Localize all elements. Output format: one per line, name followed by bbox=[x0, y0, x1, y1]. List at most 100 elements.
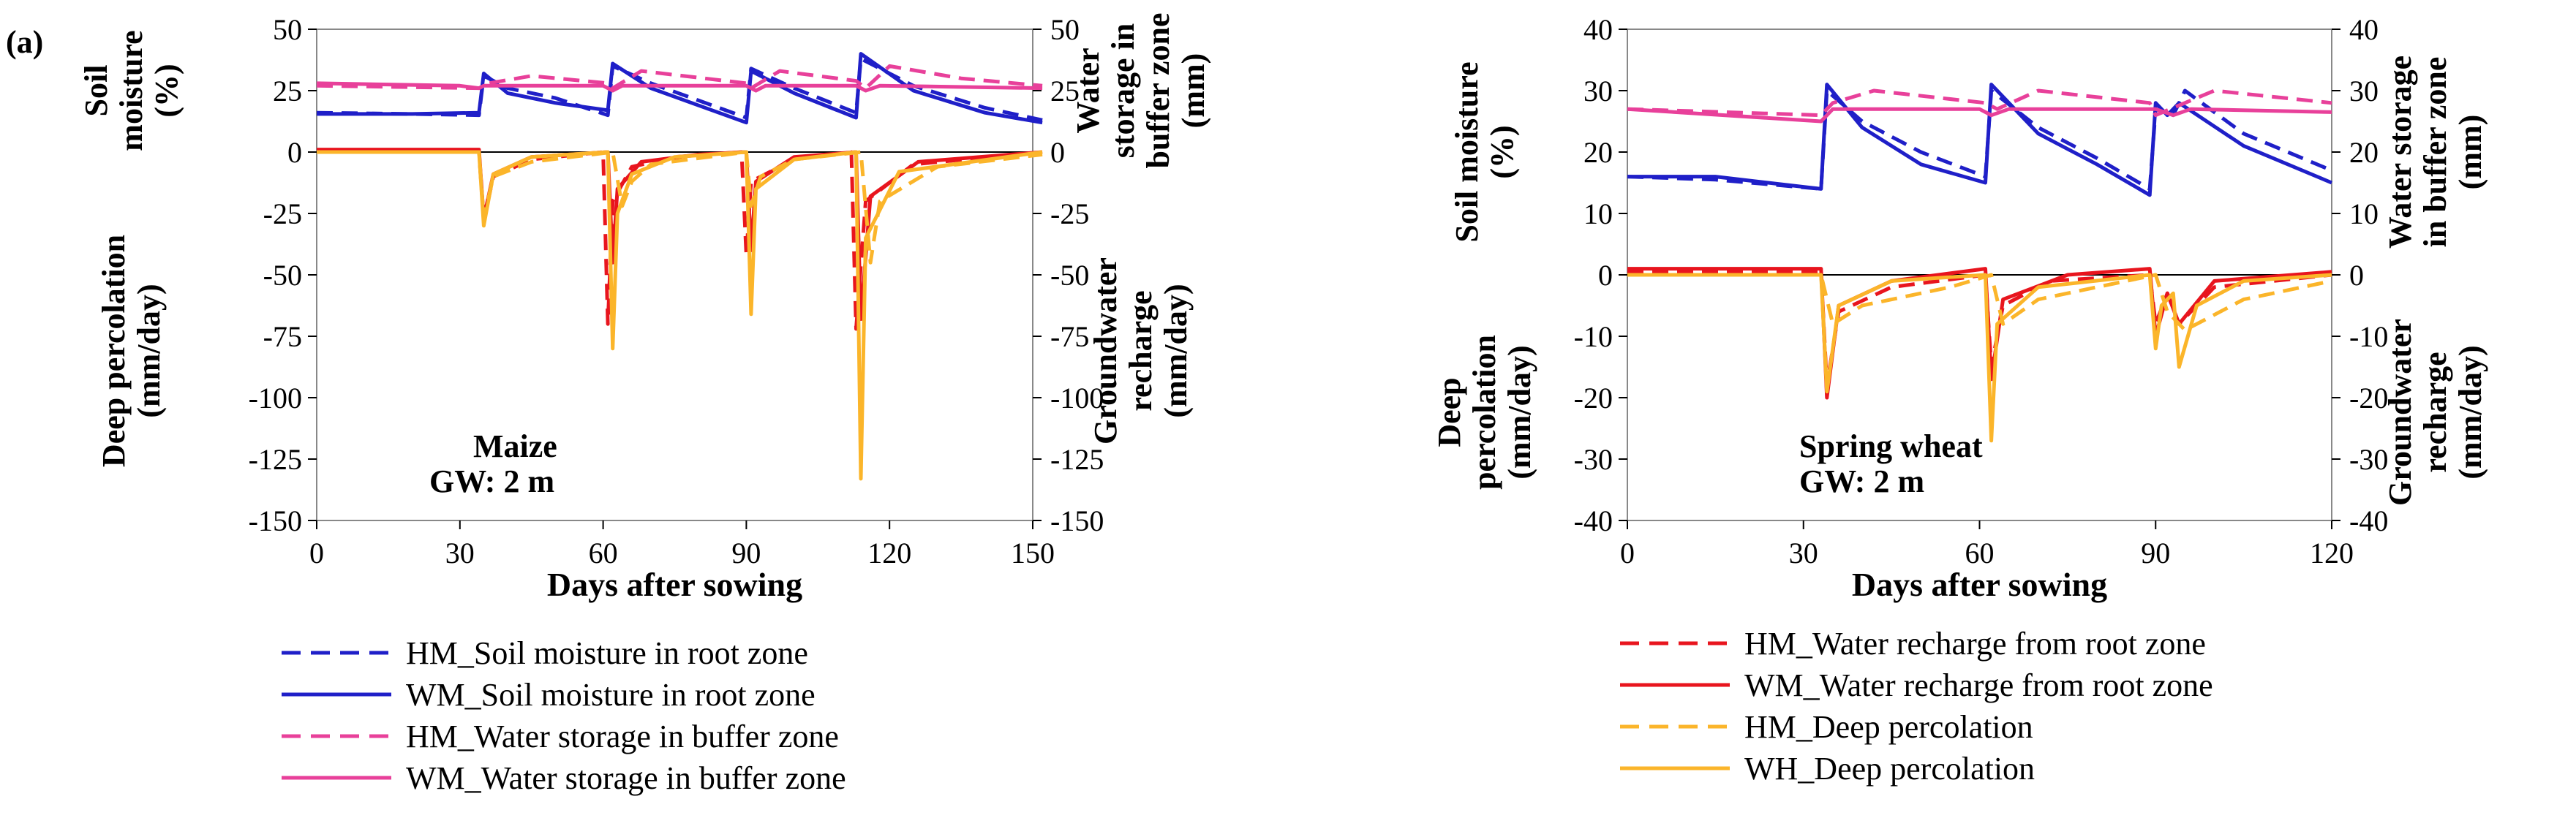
y-axis-label-left-top-line-2: (%) bbox=[148, 64, 184, 117]
y-tick-right-label: 20 bbox=[2349, 136, 2379, 169]
y-axis-label-right-top-line-2: buffer zone bbox=[1140, 12, 1176, 168]
legend-label-2: HM_Deep percolation bbox=[1744, 709, 2033, 745]
y-tick-left-label: 0 bbox=[1598, 259, 1613, 292]
y-axis-label-left-top-line-1: moisture bbox=[113, 30, 149, 151]
y-axis-label-left-top-line-0: Soil moisture bbox=[1449, 61, 1485, 242]
x-tick-label: 0 bbox=[309, 537, 324, 569]
y-axis-label-right-top-line-1: storage in bbox=[1105, 23, 1141, 159]
legend-label-0: HM_Water recharge from root zone bbox=[1744, 626, 2206, 662]
y-tick-right-label: -40 bbox=[2349, 504, 2388, 537]
series-line-wm-water-storage-in-buffer-zone bbox=[316, 81, 1043, 93]
plot-annotation-1: GW: 2 m bbox=[429, 463, 554, 499]
legend-label-3: WM_Water storage in buffer zone bbox=[406, 760, 846, 796]
y-tick-right-label: 30 bbox=[2349, 75, 2379, 107]
x-axis-label: Days after sowing bbox=[1852, 566, 2107, 603]
y-axis-label-right-bottom-line-1: recharge bbox=[2417, 352, 2453, 472]
y-tick-right-label: 25 bbox=[1050, 75, 1080, 107]
y-tick-left-label: -25 bbox=[263, 197, 302, 230]
y-tick-right-label: -25 bbox=[1050, 197, 1089, 230]
x-tick-label: 90 bbox=[731, 537, 761, 569]
y-tick-right-label: -125 bbox=[1050, 443, 1104, 476]
y-axis-label-left-top-line-1: (%) bbox=[1484, 125, 1520, 178]
legend-label-1: WM_Water recharge from root zone bbox=[1744, 667, 2213, 703]
legend-label-3: WH_Deep percolation bbox=[1744, 751, 2035, 787]
x-tick-label: 120 bbox=[2310, 537, 2354, 569]
y-axis-label-right-top-line-0: Water storage bbox=[2382, 56, 2418, 249]
y-axis-label-right-top: Water storage in buffer zone (mm) bbox=[2382, 56, 2488, 249]
y-tick-right-label: 40 bbox=[2349, 13, 2379, 46]
series-line-hm-water-storage-in-buffer-zone bbox=[1627, 88, 2332, 118]
x-tick-label: 150 bbox=[1011, 537, 1055, 569]
x-tick-label: 60 bbox=[589, 537, 618, 569]
series-line-hm-soil-moisture-in-root-zone bbox=[316, 56, 1043, 122]
y-tick-left-label: 40 bbox=[1583, 13, 1613, 46]
series-line-hm-water-storage-in-buffer-zone bbox=[316, 64, 1043, 91]
y-tick-right-label: -100 bbox=[1050, 382, 1104, 414]
y-axis-label-left-top: Soil moisture (%) bbox=[78, 30, 184, 151]
y-tick-left-label: -20 bbox=[1574, 382, 1613, 414]
y-axis-label-right-top-line-2: (mm) bbox=[2452, 115, 2488, 190]
x-tick-label: 60 bbox=[1965, 537, 1995, 569]
y-tick-right-label: -150 bbox=[1050, 504, 1104, 537]
y-axis-label-right-bottom-line-1: recharge bbox=[1123, 290, 1159, 411]
y-tick-right-label: 50 bbox=[1050, 13, 1080, 46]
y-tick-left-label: 0 bbox=[287, 136, 302, 169]
legend-label-1: WM_Soil moisture in root zone bbox=[406, 677, 816, 713]
panel-label: (a) bbox=[6, 24, 43, 60]
y-tick-right-label: -75 bbox=[1050, 320, 1089, 353]
y-axis-label-left-bottom-line-0: Deep bbox=[1431, 377, 1467, 447]
y-tick-left-label: 20 bbox=[1583, 136, 1613, 169]
y-axis-label-right-top-line-3: (mm) bbox=[1175, 53, 1211, 129]
y-axis-label-right-top: Water storage in buffer zone (mm) bbox=[1070, 12, 1211, 168]
y-tick-left-label: 30 bbox=[1583, 75, 1613, 107]
y-axis-label-right-bottom-line-0: Groundwater bbox=[1088, 257, 1123, 444]
y-axis-label-right-top-line-1: in buffer zone bbox=[2417, 57, 2453, 248]
y-tick-right-label: -10 bbox=[2349, 320, 2388, 353]
y-tick-right-label: 0 bbox=[1050, 136, 1065, 169]
y-tick-left-label: -75 bbox=[263, 320, 302, 353]
y-tick-right-label: -50 bbox=[1050, 259, 1089, 292]
series-line-hm-water-recharge-from-root-zone bbox=[317, 150, 1043, 331]
y-tick-left-label: -125 bbox=[249, 443, 302, 476]
y-tick-right-label: 0 bbox=[2349, 259, 2364, 292]
series-line-wm-water-storage-in-buffer-zone bbox=[1627, 107, 2332, 124]
y-tick-left-label: -150 bbox=[249, 504, 302, 537]
y-tick-left-label: -40 bbox=[1574, 504, 1613, 537]
y-tick-left-label: 25 bbox=[273, 75, 302, 107]
x-tick-label: 0 bbox=[1620, 537, 1635, 569]
legend-label-0: HM_Soil moisture in root zone bbox=[406, 635, 808, 671]
x-tick-label: 90 bbox=[2141, 537, 2170, 569]
x-axis-label: Days after sowing bbox=[547, 566, 802, 603]
y-axis-label-right-bottom-line-2: (mm/day) bbox=[1158, 284, 1194, 417]
series-line-wm-water-recharge-from-root-zone bbox=[317, 148, 1043, 321]
series-line-hm-deep-percolation bbox=[1627, 273, 2332, 333]
y-axis-label-left-bottom-line-2: (mm/day) bbox=[1502, 345, 1537, 479]
series-line-wh-deep-percolation bbox=[317, 150, 1043, 481]
plot-area-frame bbox=[316, 29, 1033, 521]
y-axis-label-right-top-line-0: Water bbox=[1070, 48, 1106, 133]
y-tick-right-label: -30 bbox=[2349, 443, 2388, 476]
series-line-hm-soil-moisture-in-root-zone bbox=[1627, 88, 2332, 191]
y-axis-label-right-bottom: Groundwater recharge (mm/day) bbox=[2382, 319, 2488, 506]
y-tick-left-label: 50 bbox=[273, 13, 302, 46]
y-tick-left-label: -50 bbox=[263, 259, 302, 292]
y-axis-label-right-bottom: Groundwater recharge (mm/day) bbox=[1088, 257, 1194, 444]
y-axis-label-left-bottom: Deep percolation (mm/day) bbox=[96, 235, 167, 467]
y-tick-left-label: 10 bbox=[1583, 197, 1613, 230]
y-tick-left-label: -10 bbox=[1574, 320, 1613, 353]
series-line-wh-deep-percolation bbox=[1627, 273, 2332, 443]
y-tick-left-label: -100 bbox=[249, 382, 302, 414]
legend-label-2: HM_Water storage in buffer zone bbox=[406, 719, 839, 754]
y-axis-label-left-bottom-line-1: percolation bbox=[1466, 335, 1502, 490]
plot-annotation-0: Maize bbox=[473, 428, 557, 464]
series-line-wm-soil-moisture-in-root-zone bbox=[317, 52, 1043, 125]
y-tick-right-label: 10 bbox=[2349, 197, 2379, 230]
x-tick-label: 120 bbox=[867, 537, 911, 569]
y-axis-label-left-bottom: Deep percolation (mm/day) bbox=[1431, 335, 1537, 490]
y-axis-label-left-bottom-line-0: Deep percolation bbox=[96, 235, 132, 467]
x-tick-label: 30 bbox=[445, 537, 475, 569]
chart-maize: 50 25 0 -25 -50 -75 -100 -125 -150 50 25 0 -25 -50 -75… bbox=[78, 12, 1211, 796]
y-axis-label-right-bottom-line-2: (mm/day) bbox=[2452, 345, 2488, 479]
y-tick-left-label: -30 bbox=[1574, 443, 1613, 476]
